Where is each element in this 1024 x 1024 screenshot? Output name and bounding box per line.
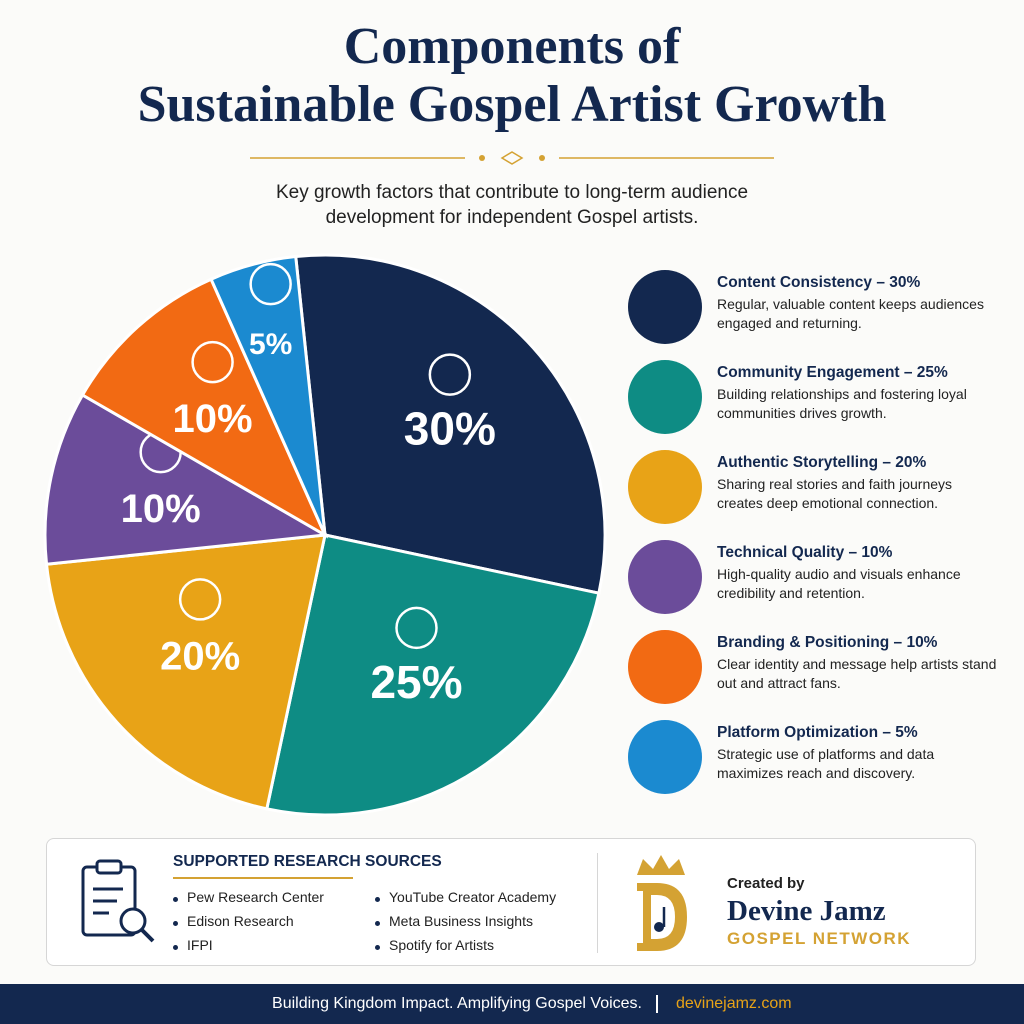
brand-logo — [637, 855, 687, 951]
legend-icon — [628, 450, 702, 524]
legend-icon — [628, 630, 702, 704]
slice-label: 20% — [160, 634, 240, 678]
slice-label: 5% — [249, 328, 292, 361]
source-bullet — [375, 945, 380, 950]
legend-icon — [628, 540, 702, 614]
slice-label: 30% — [404, 403, 496, 455]
source-bullet — [173, 921, 178, 926]
slice-icon — [178, 578, 222, 621]
subtitle: Key growth factors that contribute to lo… — [275, 182, 749, 228]
legend-item: Authentic Storytelling – 20% Sharing real… — [717, 454, 997, 513]
pie-slice — [43, 392, 330, 566]
legend-item: Branding & Positioning – 10% Clear identi… — [717, 634, 997, 693]
sources-box: SUPPORTED RESEARCH SOURCES Pew Research … — [46, 838, 976, 966]
legend-title: Content Consistency – 30% — [717, 274, 921, 291]
slice-icon — [395, 606, 438, 650]
legend-item: Content Consistency – 30% Regular, valuab… — [717, 274, 997, 333]
brand-network: GOSPEL NETWORK — [727, 929, 912, 948]
title-line: Components of — [343, 18, 681, 75]
source-item: YouTube Creator Academy — [389, 889, 557, 905]
legend-item: Platform Optimization – 5% Strategic use … — [717, 724, 997, 783]
source-bullet — [375, 921, 380, 926]
legend-icon — [628, 720, 702, 794]
slice-label: 10% — [121, 487, 201, 531]
legend-item: Technical Quality – 10% High-quality audi… — [717, 544, 997, 603]
source-bullet — [173, 897, 178, 902]
sources-underline — [173, 877, 353, 879]
footer-url: devinejamz.com — [676, 995, 792, 1012]
pie-slice — [80, 277, 329, 539]
legend: Content Consistency – 30% Regular, valuab… — [628, 270, 1008, 820]
sources-icon — [81, 859, 155, 943]
pie-slice — [294, 253, 607, 595]
title-divider — [250, 151, 774, 165]
source-item: Meta Business Insights — [389, 913, 533, 929]
legend-icon — [628, 270, 702, 344]
footer-tagline: Building Kingdom Impact. Amplifying Gosp… — [272, 995, 642, 1012]
legend-item: Community Engagement – 25% Building relat… — [717, 364, 997, 423]
slice-label: 10% — [173, 397, 253, 441]
slice-icon — [249, 262, 292, 306]
legend-title: Authentic Storytelling – 20% — [717, 454, 927, 471]
legend-desc: Regular, valuable content keeps audience… — [717, 296, 984, 331]
title: Components of Sustainable Gospel Artist … — [0, 18, 1024, 134]
legend-desc: Building relationships and fostering loy… — [717, 386, 967, 421]
pie-slice — [265, 533, 601, 817]
sources-title: SUPPORTED RESEARCH SOURCES — [173, 853, 442, 870]
legend-title: Platform Optimization – 5% — [717, 724, 918, 741]
slice-icon — [428, 353, 472, 396]
slice-label: 25% — [370, 656, 462, 708]
legend-desc: Sharing real stories and faith journeys … — [717, 476, 953, 511]
source-bullet — [173, 945, 178, 950]
legend-desc: Strategic use of platforms and data maxi… — [717, 746, 935, 781]
source-item: Pew Research Center — [187, 889, 324, 905]
legend-title: Community Engagement – 25% — [717, 364, 948, 381]
footer: Building Kingdom Impact. Amplifying Gosp… — [0, 984, 1024, 1024]
source-item: Spotify for Artists — [389, 937, 495, 953]
legend-desc: High-quality audio and visuals enhance c… — [717, 566, 961, 601]
legend-title: Technical Quality – 10% — [717, 544, 893, 561]
legend-title: Branding & Positioning – 10% — [717, 634, 938, 651]
source-bullet — [375, 897, 380, 902]
title-line: Sustainable Gospel Artist Growth — [137, 76, 887, 133]
brand-created-by: Created by — [727, 875, 805, 892]
brand-name: Devine Jamz — [727, 895, 886, 927]
legend-desc: Clear identity and message help artists … — [717, 656, 997, 691]
divider — [597, 853, 598, 953]
sources-list: Pew Research Center Edison Research IFPI Yo… — [173, 889, 593, 959]
pie-slice — [44, 533, 327, 811]
pie-chart: 30% 25% 20% 10% 10% 5% — [43, 253, 607, 817]
source-item: Edison Research — [187, 913, 294, 929]
source-item: IFPI — [187, 937, 213, 953]
legend-icon — [628, 360, 702, 434]
pie-slice — [209, 254, 327, 536]
footer-separator — [656, 995, 658, 1013]
slice-icon — [191, 340, 234, 384]
